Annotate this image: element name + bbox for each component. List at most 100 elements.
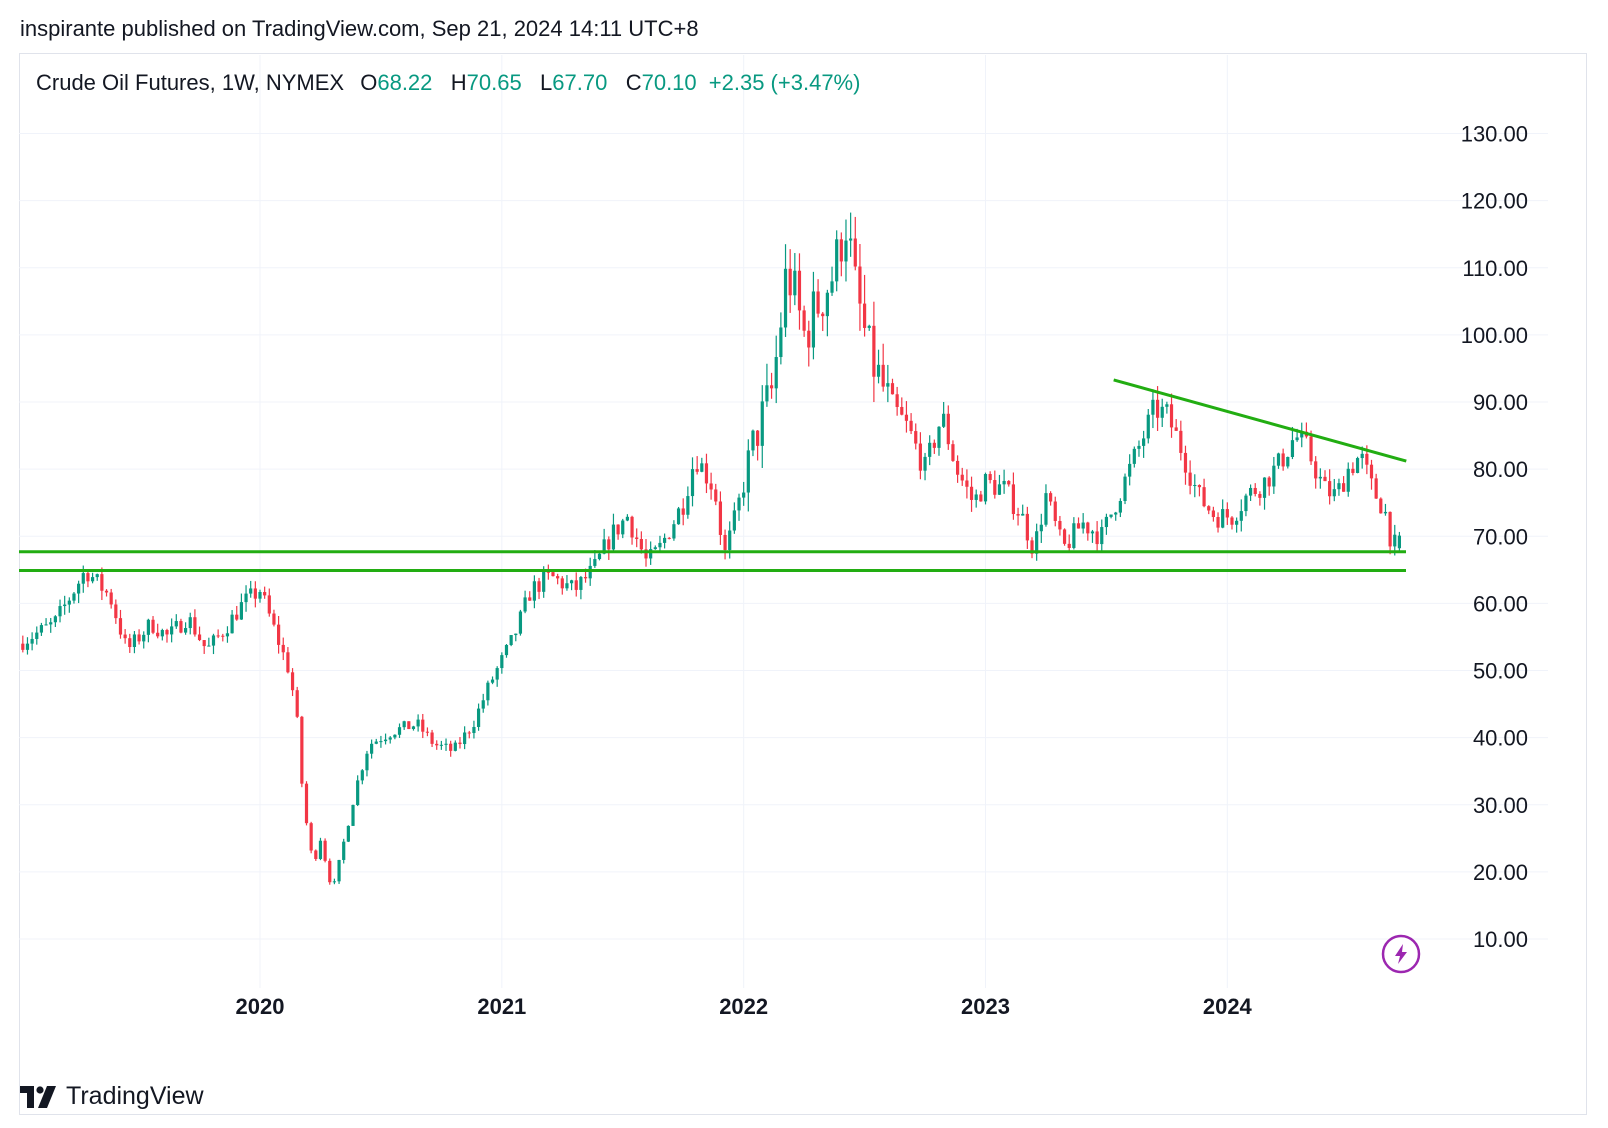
candle-body (1151, 399, 1155, 415)
candle-body (1011, 484, 1016, 515)
price-tick-label: 100.00 (1461, 323, 1528, 348)
candle-body (225, 633, 230, 637)
candle-body (667, 537, 671, 539)
candle-body (132, 634, 137, 648)
candle-body (472, 726, 476, 734)
candle-body (965, 480, 969, 487)
price-tick-label: 110.00 (1462, 256, 1528, 281)
tradingview-logo-icon (20, 1085, 56, 1108)
candle-body (309, 823, 313, 851)
candle-body (1374, 478, 1378, 499)
candle-body (1025, 513, 1029, 541)
candle-body (1397, 535, 1402, 549)
time-tick-label: 2024 (1203, 994, 1253, 1019)
candle-body (672, 524, 676, 539)
candle-body (1272, 465, 1276, 487)
candle-body (1225, 509, 1229, 518)
candle-body (653, 547, 657, 550)
candle-body (900, 406, 904, 415)
candle-body (504, 645, 509, 656)
candle-body (1244, 495, 1248, 512)
candle-body (1300, 431, 1304, 438)
candle-body (332, 881, 337, 883)
candle-body (425, 731, 430, 733)
candle-body (858, 266, 862, 304)
candle-body (835, 239, 839, 282)
candle-body (393, 734, 397, 738)
candle-body (25, 643, 30, 650)
candle-body (58, 606, 62, 617)
candle-body (932, 442, 936, 448)
candle-body (695, 469, 699, 472)
candle-body (783, 268, 788, 328)
candle-body (453, 742, 457, 751)
price-tick-label: 120.00 (1461, 189, 1528, 214)
time-tick-label: 2020 (236, 994, 285, 1019)
candle-body (1118, 500, 1122, 513)
candle-body (337, 859, 341, 882)
candle-body (1081, 522, 1085, 529)
candle-body (728, 530, 732, 550)
candle-body (128, 638, 132, 648)
candle-body (1104, 516, 1109, 528)
candle-body (1383, 511, 1388, 514)
candle-body (295, 690, 299, 717)
candle-body (816, 291, 820, 314)
close-value: 70.10 (641, 70, 697, 95)
candle-body (1346, 468, 1350, 492)
candle-body (663, 537, 667, 543)
grid-lines (19, 55, 1548, 988)
candle-body (1053, 501, 1057, 521)
symbol-name[interactable]: Crude Oil Futures, 1W, NYMEX (36, 70, 345, 95)
candle-body (67, 600, 71, 605)
candle-body (1049, 493, 1053, 502)
candle-body (374, 741, 378, 744)
candle-body (156, 632, 160, 637)
candle-body (658, 542, 662, 548)
candle-body (556, 576, 560, 579)
candle-body (807, 330, 811, 348)
candle-body (1174, 427, 1178, 431)
close-label: C (625, 70, 642, 95)
candle-body (709, 483, 713, 490)
change-value: +2.35 (+3.47%) (708, 70, 861, 95)
candle-body (383, 739, 388, 742)
candle-body (142, 634, 146, 642)
candle-body (118, 618, 123, 635)
candle-body (574, 580, 578, 590)
candle-body (649, 549, 653, 559)
candle-body (490, 679, 495, 683)
candle-body (63, 604, 67, 607)
footer-branding[interactable]: TradingView (20, 1082, 204, 1111)
candle-body (560, 578, 564, 589)
candle-body (72, 593, 76, 601)
candle-body (983, 474, 988, 502)
candle-body (821, 313, 825, 317)
candle-body (365, 753, 369, 771)
candle-body (1202, 487, 1206, 507)
candle-body (411, 726, 416, 730)
candle-body (946, 413, 950, 445)
candle-body (53, 616, 57, 623)
candle-body (1318, 476, 1322, 479)
candle-body (839, 239, 843, 262)
candle-body (123, 634, 127, 639)
candle-body (1039, 524, 1043, 532)
candle-body (81, 573, 85, 584)
candle-body (979, 494, 983, 502)
candle-body (1072, 523, 1076, 548)
candle-body (802, 310, 806, 331)
candle-body (416, 719, 420, 727)
candle-body (988, 474, 992, 481)
candle-body (1207, 506, 1211, 511)
candle-body (1290, 440, 1295, 458)
candle-body (193, 617, 197, 635)
price-tick-label: 20.00 (1473, 860, 1528, 885)
candle-body (742, 492, 746, 498)
candle-body (737, 497, 741, 511)
published-line: inspirante published on TradingView.com,… (20, 16, 699, 41)
lightning-icon[interactable] (1381, 934, 1421, 974)
candle-body (923, 456, 927, 471)
candle-body (1058, 520, 1062, 530)
